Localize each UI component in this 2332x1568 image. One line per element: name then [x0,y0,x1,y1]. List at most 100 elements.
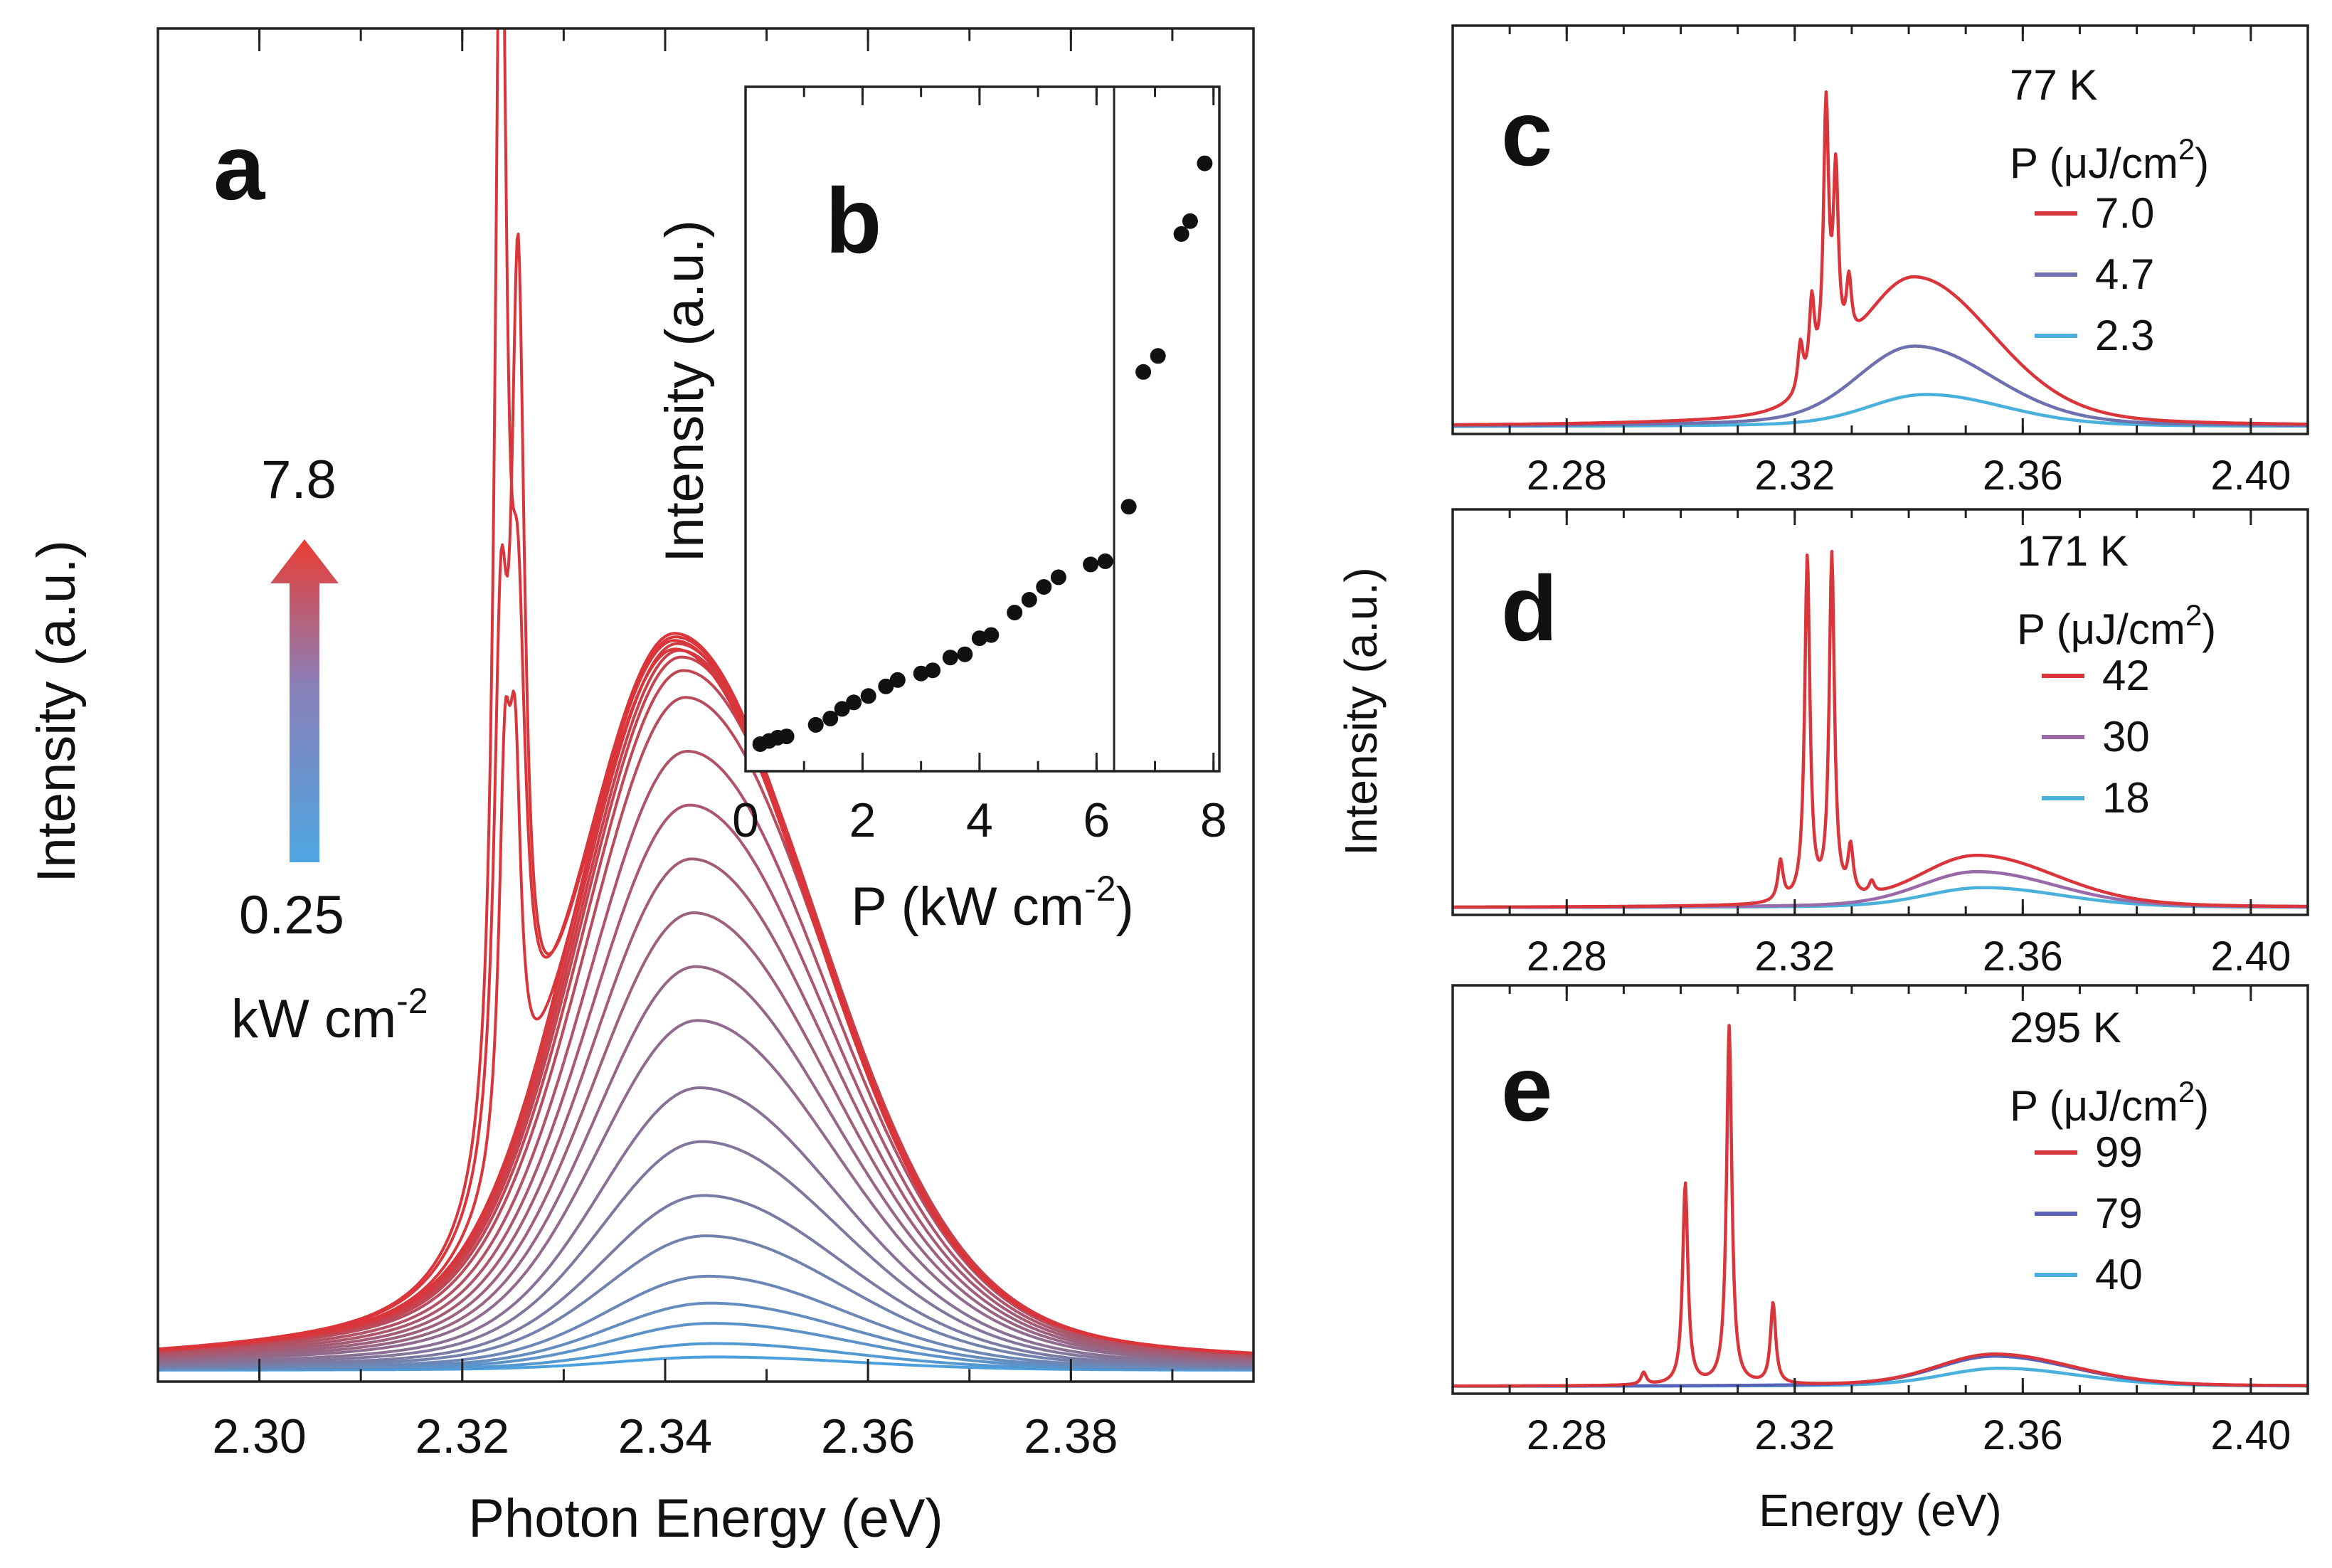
panel-b-background [746,87,1219,771]
x-tick-label: 2.30 [212,1409,306,1463]
data-point [957,646,973,662]
panel-a-x-axis-title: Photon Energy (eV) [468,1488,943,1549]
panel-a: 2.30 2.32 2.34 2.36 2.38 Photon Energy (eV) … [26,27,1255,1549]
panel-a-spectra [158,28,1254,1372]
panel-c-legend: 7.0 4.7 2.3 [2035,189,2154,359]
data-point [807,716,824,733]
spectrum-line [158,911,1254,1361]
legend-label: 7.0 [2095,189,2154,237]
x-tick-label: 2.32 [1754,452,1835,499]
x-tick-label: 2.36 [821,1409,915,1463]
spectrum-4.7 [1453,344,2308,428]
data-point [1036,579,1052,595]
panel-e-x-axis-title: Energy (eV) [1759,1485,2001,1536]
panel-d-spectra [1453,550,2308,909]
panel-a-frame [157,27,1255,1383]
panel-d-legend-title: P (μJ/cm2) [2017,598,2216,653]
data-point [1197,155,1213,171]
spectrum-line [158,1086,1254,1365]
x-tick-label: 2.40 [2210,1412,2291,1458]
x-tick-label: 2 [849,793,876,847]
panel-b-points [752,155,1213,752]
panel-e-temperature: 295 K [2010,1004,2121,1051]
data-point [1097,553,1113,569]
panel-c-spectra [1453,90,2308,428]
panel-a-letter: a [213,115,266,219]
legend-label: 4.7 [2095,250,2154,298]
panel-e-letter: e [1501,1037,1552,1140]
data-point [1007,605,1023,620]
data-point [846,694,862,711]
x-tick-label: 2.32 [1754,1412,1835,1458]
panel-c-frame [1451,24,2309,435]
panel-b-x-ticks: 0 2 4 6 8 [732,87,1227,847]
data-point [983,627,1000,643]
panel-b-frame [744,85,1221,773]
x-tick-label: 2.28 [1527,1412,1607,1458]
power-arrow-shape [270,539,339,862]
power-arrow-top-label: 7.8 [261,450,336,510]
data-point [1150,348,1166,364]
panel-d-letter: d [1501,556,1557,660]
panel-b-x-axis-title: P (kW cm-2) [851,869,1134,937]
data-point [1050,569,1066,586]
legend-label: 42 [2102,652,2150,699]
x-tick-label: 2.28 [1527,933,1607,980]
data-point [1120,499,1137,515]
panel-e-legend-title: P (μJ/cm2) [2010,1075,2209,1130]
x-tick-label: 4 [966,793,993,847]
legend-label: 99 [2095,1128,2143,1176]
panel-c-temperature: 77 K [2010,61,2097,109]
power-arrow-unit: kW cm-2 [231,981,428,1049]
panel-e-frame [1451,984,2309,1395]
x-tick-label: 8 [1200,793,1227,847]
panel-a-y-axis-title: Intensity (a.u.) [26,540,87,883]
panel-e-x-ticks: 2.28 2.32 2.36 2.40 [1451,985,2309,1458]
x-tick-label: 2.34 [618,1409,712,1463]
data-point [878,678,894,694]
spectrum-line [158,750,1254,1357]
x-tick-label: 2.32 [415,1409,509,1463]
x-tick-label: 2.32 [1754,933,1835,980]
x-tick-label: 2.40 [2210,452,2291,499]
panel-d-temperature: 171 K [2017,527,2129,575]
legend-label: 30 [2102,713,2150,761]
panel-d-frame [1451,508,2309,916]
panel-c-letter: c [1501,81,1552,185]
panel-c-x-ticks: 2.28 2.32 2.36 2.40 [1451,26,2309,499]
right-panels-y-axis-title: Intensity (a.u.) [1335,567,1387,856]
panel-c-legend-title: P (μJ/cm2) [2010,132,2209,187]
x-tick-label: 2.36 [1983,933,2063,980]
spectrum-line [158,803,1254,1358]
data-point [1173,226,1189,242]
x-tick-label: 2.40 [2210,933,2291,980]
power-arrow: 7.8 0.25 kW cm-2 [231,450,428,1049]
data-point [860,688,876,704]
legend-label: 18 [2102,774,2150,822]
panel-b-inset: 0 2 4 6 8 P (kW cm-2) Intensity (a.u.) b [654,85,1227,937]
legend-label: 2.3 [2095,312,2154,359]
spectrum-line [158,857,1254,1360]
panel-a-x-ticks: 2.30 2.32 2.34 2.36 2.38 [157,28,1174,1463]
panel-d-x-ticks: 2.28 2.32 2.36 2.40 [1451,509,2309,980]
panel-e-legend: 99 79 40 [2035,1128,2143,1298]
data-point [1135,364,1152,380]
data-point [925,662,941,679]
data-point [942,650,958,666]
data-point [778,729,795,745]
spectrum-42 [1453,550,2308,909]
spectrum-line [158,1140,1254,1367]
data-point [1021,592,1037,608]
spectrum-line [158,1019,1254,1363]
data-point [1182,213,1198,229]
panel-c: 2.28 2.32 2.36 2.40 c 77 K P (μJ/cm2) 7.0 4.… [1451,24,2309,499]
panel-d-legend: 42 30 18 [2042,652,2150,822]
data-point [889,672,906,688]
spectrum-line [158,965,1254,1362]
panel-d: 2.28 2.32 2.36 2.40 d 171 K P (μJ/cm2) 42 30… [1451,508,2309,980]
panel-b-y-axis-title: Intensity (a.u.) [654,220,715,563]
x-tick-label: 2.38 [1024,1409,1118,1463]
x-tick-label: 2.36 [1983,452,2063,499]
legend-label: 79 [2095,1190,2143,1237]
